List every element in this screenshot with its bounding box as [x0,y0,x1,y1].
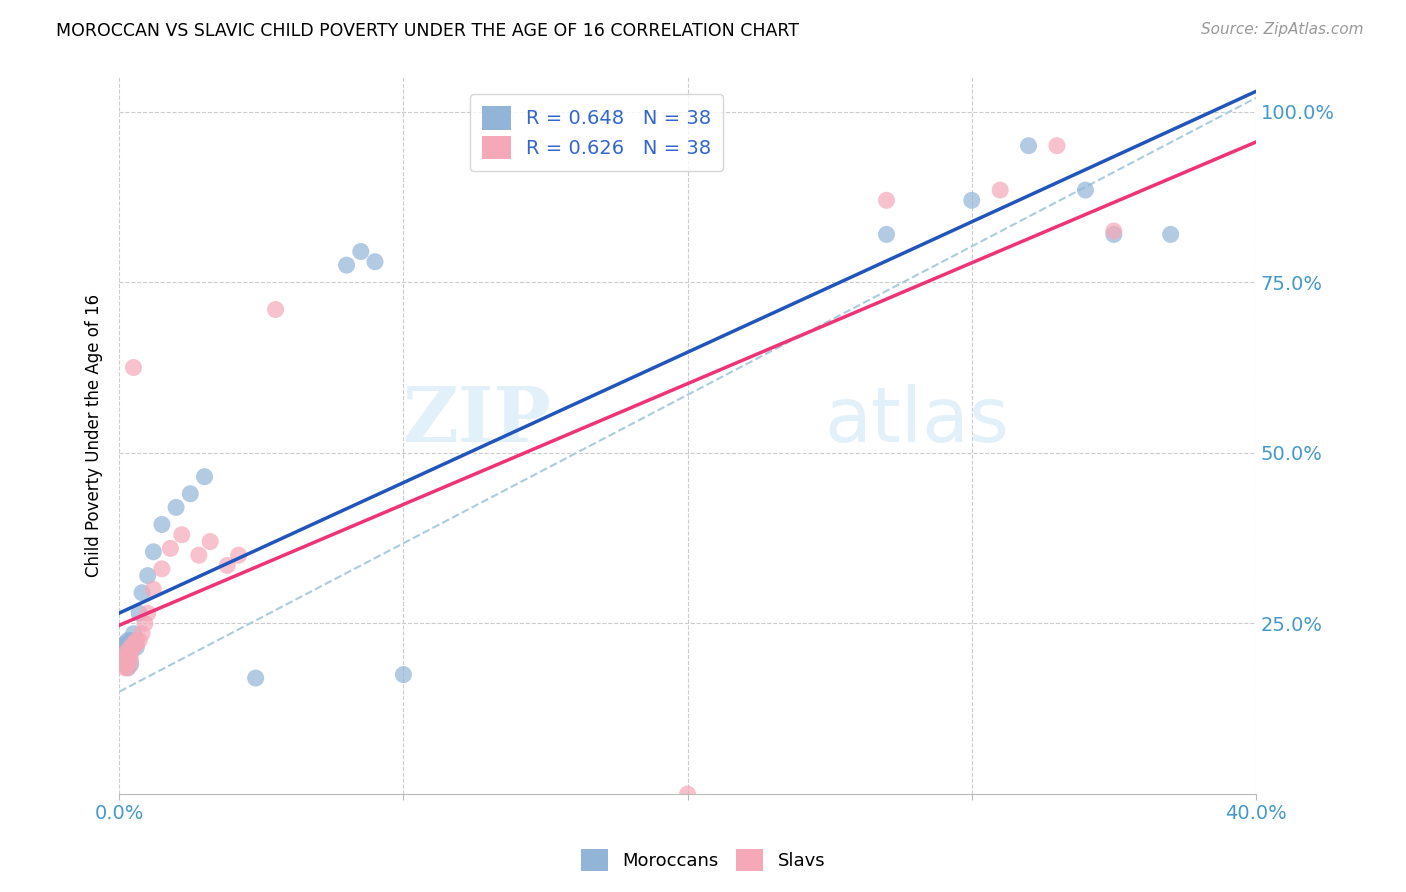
Text: atlas: atlas [824,384,1010,458]
Point [114,650,136,665]
Point [114,640,136,655]
Point [114,644,136,658]
Point [150,562,173,576]
Point [1046,138,1069,153]
Text: ZIP: ZIP [402,384,551,458]
Point [114,654,136,668]
Point [136,606,159,620]
Point [120,657,142,672]
Point [142,545,165,559]
Point [1102,224,1125,238]
Point [120,633,142,648]
Point [159,541,181,556]
Point [392,667,415,681]
Point [193,469,215,483]
Point [120,640,142,655]
Point [122,626,145,640]
Point [264,302,287,317]
Point [117,633,139,648]
Point [114,647,136,661]
Point [1160,227,1182,242]
Point [228,548,250,562]
Legend: Moroccans, Slavs: Moroccans, Slavs [574,842,832,879]
Point [125,640,148,655]
Point [111,657,134,672]
Point [117,650,139,665]
Point [364,254,387,268]
Point [142,582,165,597]
Point [134,616,156,631]
Point [131,626,153,640]
Point [1074,183,1097,197]
Point [336,258,359,272]
Point [122,360,145,375]
Point [114,661,136,675]
Text: Source: ZipAtlas.com: Source: ZipAtlas.com [1201,22,1364,37]
Point [676,787,699,801]
Point [117,661,139,675]
Point [128,633,150,648]
Point [350,244,373,259]
Point [217,558,239,573]
Point [960,194,983,208]
Point [114,637,136,651]
Point [876,194,898,208]
Point [117,661,139,675]
Point [120,640,142,655]
Point [128,606,150,620]
Point [117,637,139,651]
Point [122,637,145,651]
Point [187,548,209,562]
Legend: R = 0.648   N = 38, R = 0.626   N = 38: R = 0.648 N = 38, R = 0.626 N = 38 [470,95,723,171]
Point [125,633,148,648]
Point [117,650,139,665]
Point [170,527,193,541]
Point [117,644,139,658]
Point [120,647,142,661]
Point [122,637,145,651]
Point [1102,227,1125,242]
Point [245,671,267,685]
Point [122,640,145,655]
Text: MOROCCAN VS SLAVIC CHILD POVERTY UNDER THE AGE OF 16 CORRELATION CHART: MOROCCAN VS SLAVIC CHILD POVERTY UNDER T… [56,22,799,40]
Point [136,568,159,582]
Point [111,647,134,661]
Point [117,657,139,672]
Point [111,654,134,668]
Point [179,487,201,501]
Y-axis label: Child Poverty Under the Age of 16: Child Poverty Under the Age of 16 [86,294,103,577]
Point [120,654,142,668]
Point [131,585,153,599]
Point [876,227,898,242]
Point [150,517,173,532]
Point [165,500,187,515]
Point [111,650,134,665]
Point [1018,138,1040,153]
Point [125,637,148,651]
Point [988,183,1011,197]
Point [111,654,134,668]
Point [200,534,222,549]
